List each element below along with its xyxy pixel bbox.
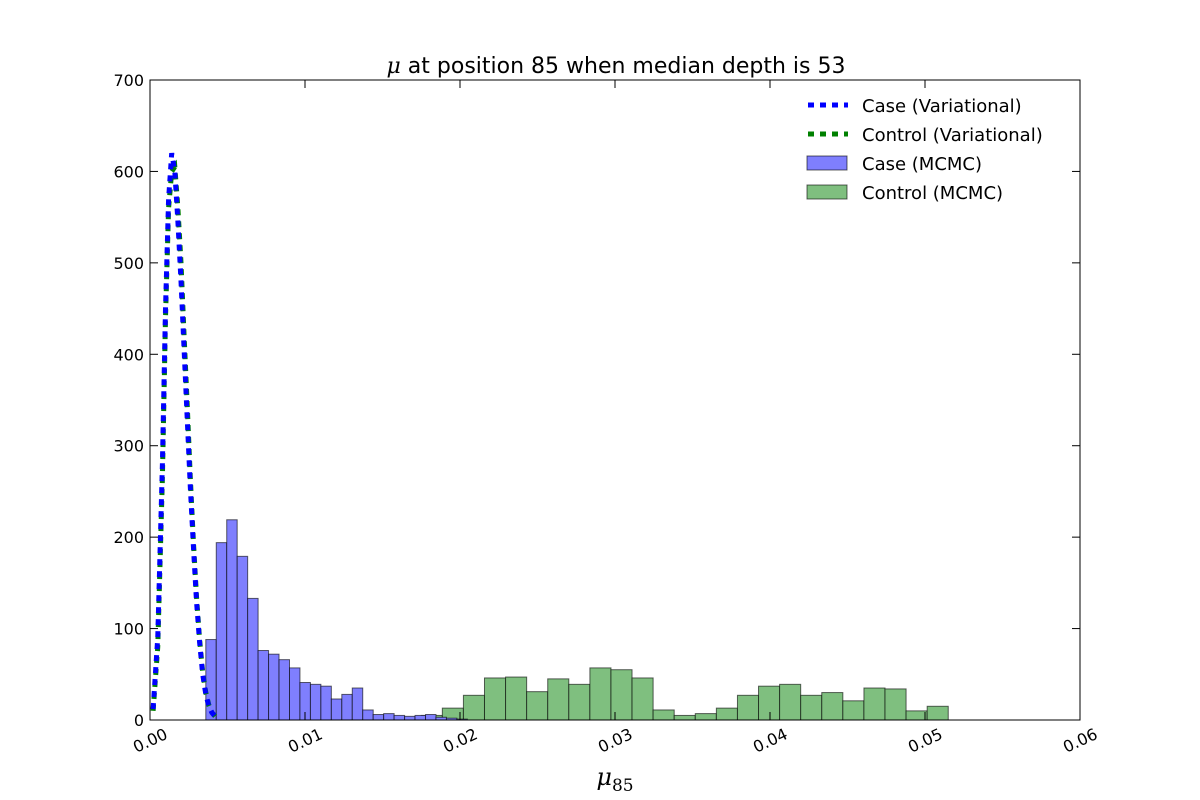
case-mcmc-histogram — [205, 519, 468, 721]
control-mcmc-bar — [462, 694, 485, 721]
control-mcmc-bar — [526, 691, 549, 721]
y-tick-label: 300 — [113, 437, 144, 456]
y-tick-label: 700 — [113, 71, 144, 90]
case-mcmc-bar — [278, 659, 291, 721]
control-mcmc-bar — [715, 707, 738, 721]
control-mcmc-bar — [821, 692, 844, 721]
control-mcmc-bar — [631, 677, 654, 721]
case-mcmc-bar — [215, 542, 228, 721]
legend-swatch-case-mcmc — [806, 155, 848, 171]
x-axis-label-symbol: μ — [596, 763, 612, 791]
x-tick-label: 0.01 — [285, 724, 325, 756]
title-text: at position 85 when median depth is 53 — [401, 54, 846, 79]
control-mcmc-bar — [505, 676, 528, 721]
case-mcmc-bar — [404, 715, 416, 721]
case-mcmc-bar — [393, 714, 406, 721]
axes-frame — [149, 79, 1081, 721]
legend-label-case-mcmc: Case (MCMC) — [862, 154, 982, 175]
case-mcmc-bar — [236, 555, 249, 721]
plot-area — [150, 152, 949, 721]
x-tick-label: 0.06 — [1060, 724, 1100, 756]
y-axis: 0 100 200 300 400 500 600 700 — [113, 71, 1080, 730]
case-mcmc-bar — [362, 709, 374, 721]
control-mcmc-bar — [926, 705, 949, 721]
control-mcmc-bar — [863, 687, 886, 721]
case-mcmc-bar — [268, 653, 280, 721]
control-mcmc-bar — [842, 700, 865, 721]
y-tick-label: 400 — [113, 345, 144, 364]
case-mcmc-bar — [383, 713, 395, 721]
control-mcmc-bar — [736, 694, 760, 721]
case-mcmc-bar — [205, 639, 217, 721]
legend-label-control-variational: Control (Variational) — [862, 125, 1043, 146]
chart-title: μ at position 85 when median depth is 53 — [387, 54, 846, 79]
control-mcmc-bar — [568, 683, 591, 721]
case-mcmc-bar — [226, 519, 238, 721]
x-tick-label: 0.03 — [595, 724, 635, 756]
control-mcmc-bar — [652, 709, 675, 721]
control-mcmc-bar — [483, 677, 507, 721]
control-mcmc-bar — [610, 669, 633, 721]
control-mcmc-bar — [694, 713, 717, 721]
case-mcmc-bar — [425, 714, 437, 721]
legend-item-case-mcmc: Case (MCMC) — [806, 154, 982, 175]
legend-label-control-mcmc: Control (MCMC) — [862, 183, 1003, 204]
y-tick-label: 100 — [113, 620, 144, 639]
x-tick-label: 0.02 — [440, 724, 480, 756]
x-axis-label-subscript: 85 — [612, 776, 634, 796]
legend-item-case-variational: Case (Variational) — [808, 96, 1022, 117]
title-symbol: μ — [387, 54, 401, 79]
x-tick-label: 0.05 — [905, 724, 945, 756]
case-mcmc-bar — [247, 597, 259, 721]
y-tick-label: 600 — [113, 162, 144, 181]
control-mcmc-bar — [779, 683, 802, 721]
case-mcmc-bar — [320, 685, 332, 721]
control-mcmc-bar — [884, 688, 907, 721]
case-mcmc-bar — [414, 714, 427, 721]
control-mcmc-histogram — [420, 667, 949, 721]
case-mcmc-bar — [330, 698, 343, 721]
case-mcmc-bar — [289, 667, 301, 721]
x-axis-label: μ85 — [596, 763, 633, 796]
legend-item-control-variational: Control (Variational) — [808, 125, 1043, 146]
case-mcmc-bar — [309, 683, 322, 721]
control-mcmc-bar — [905, 710, 928, 721]
control-mcmc-bar — [673, 714, 696, 721]
y-tick-label: 200 — [113, 528, 144, 547]
control-mcmc-bar — [758, 685, 781, 721]
case-mcmc-bar — [372, 714, 385, 721]
control-mcmc-bar — [800, 694, 823, 721]
legend-label-case-variational: Case (Variational) — [862, 96, 1022, 117]
y-tick-label: 0 — [134, 711, 144, 730]
control-mcmc-bar — [589, 667, 612, 721]
legend: Case (Variational) Control (Variational)… — [806, 96, 1043, 204]
legend-item-control-mcmc: Control (MCMC) — [806, 183, 1003, 204]
case-variational-line — [150, 152, 218, 718]
case-mcmc-bar — [351, 687, 364, 721]
case-mcmc-bar — [257, 650, 270, 721]
control-mcmc-bar — [547, 678, 570, 721]
case-mcmc-bar — [341, 693, 353, 721]
legend-swatch-control-mcmc — [806, 184, 848, 200]
x-tick-label: 0.04 — [750, 724, 790, 756]
y-tick-label: 500 — [113, 254, 144, 273]
